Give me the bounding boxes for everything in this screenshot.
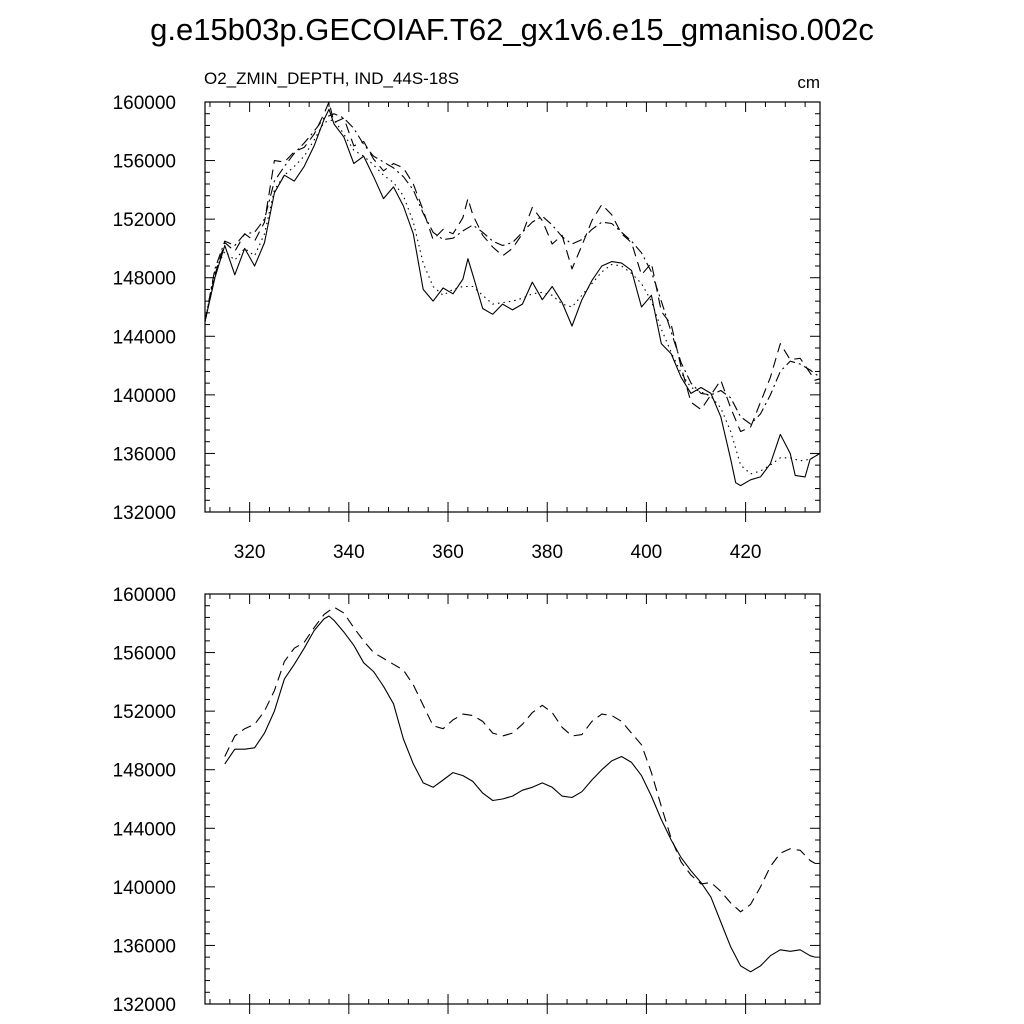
bottom-y-tick-label: 160000 (113, 585, 176, 606)
top-panel-units-label: cm (797, 73, 820, 92)
top-x-tick-label: 360 (432, 542, 464, 563)
bottom-series-line-dash (224, 606, 816, 913)
top-plot-frame (204, 101, 821, 513)
top-x-tick-label: 340 (333, 542, 365, 563)
top-series-line-dot (204, 119, 821, 475)
top-x-tick-label: 380 (531, 542, 563, 563)
bottom-y-tick-label: 144000 (113, 819, 176, 840)
top-x-tick-label: 400 (631, 542, 663, 563)
bottom-y-tick-label: 148000 (113, 761, 176, 782)
top-series-line-dashdot (204, 113, 821, 425)
top-series-line-solid (204, 108, 821, 487)
bottom-y-tick-label: 152000 (113, 702, 176, 723)
top-series-line-dash (204, 101, 821, 433)
top-y-tick-label: 140000 (113, 386, 176, 407)
bottom-y-tick-label: 136000 (113, 936, 176, 957)
top-y-tick-label: 148000 (113, 269, 176, 290)
top-y-tick-label: 152000 (113, 210, 176, 231)
bottom-y-tick-label: 132000 (113, 995, 176, 1016)
top-y-tick-label: 156000 (113, 152, 176, 173)
figure-title: g.e15b03p.GECOIAF.T62_gx1v6.e15_gmaniso.… (150, 12, 874, 47)
bottom-panel: 132000 136000 140000 144000 148000 152000 1560… (113, 585, 821, 1016)
top-x-tick-label: 320 (234, 542, 266, 563)
top-y-tick-label: 144000 (113, 327, 176, 348)
bottom-y-tick-label: 156000 (113, 644, 176, 665)
top-y-tick-label: 132000 (113, 503, 176, 524)
bottom-y-tick-label: 140000 (113, 878, 176, 899)
bottom-series-line-solid (224, 615, 816, 973)
top-y-tick-label: 160000 (113, 93, 176, 114)
bottom-plot-frame (204, 593, 821, 1005)
top-x-tick-label: 420 (730, 542, 762, 563)
top-panel: 132000 136000 140000 144000 148000 152000 1560… (113, 93, 821, 563)
top-panel-left-label: O2_ZMIN_DEPTH, IND_44S-18S (204, 69, 459, 88)
top-y-tick-label: 136000 (113, 444, 176, 465)
